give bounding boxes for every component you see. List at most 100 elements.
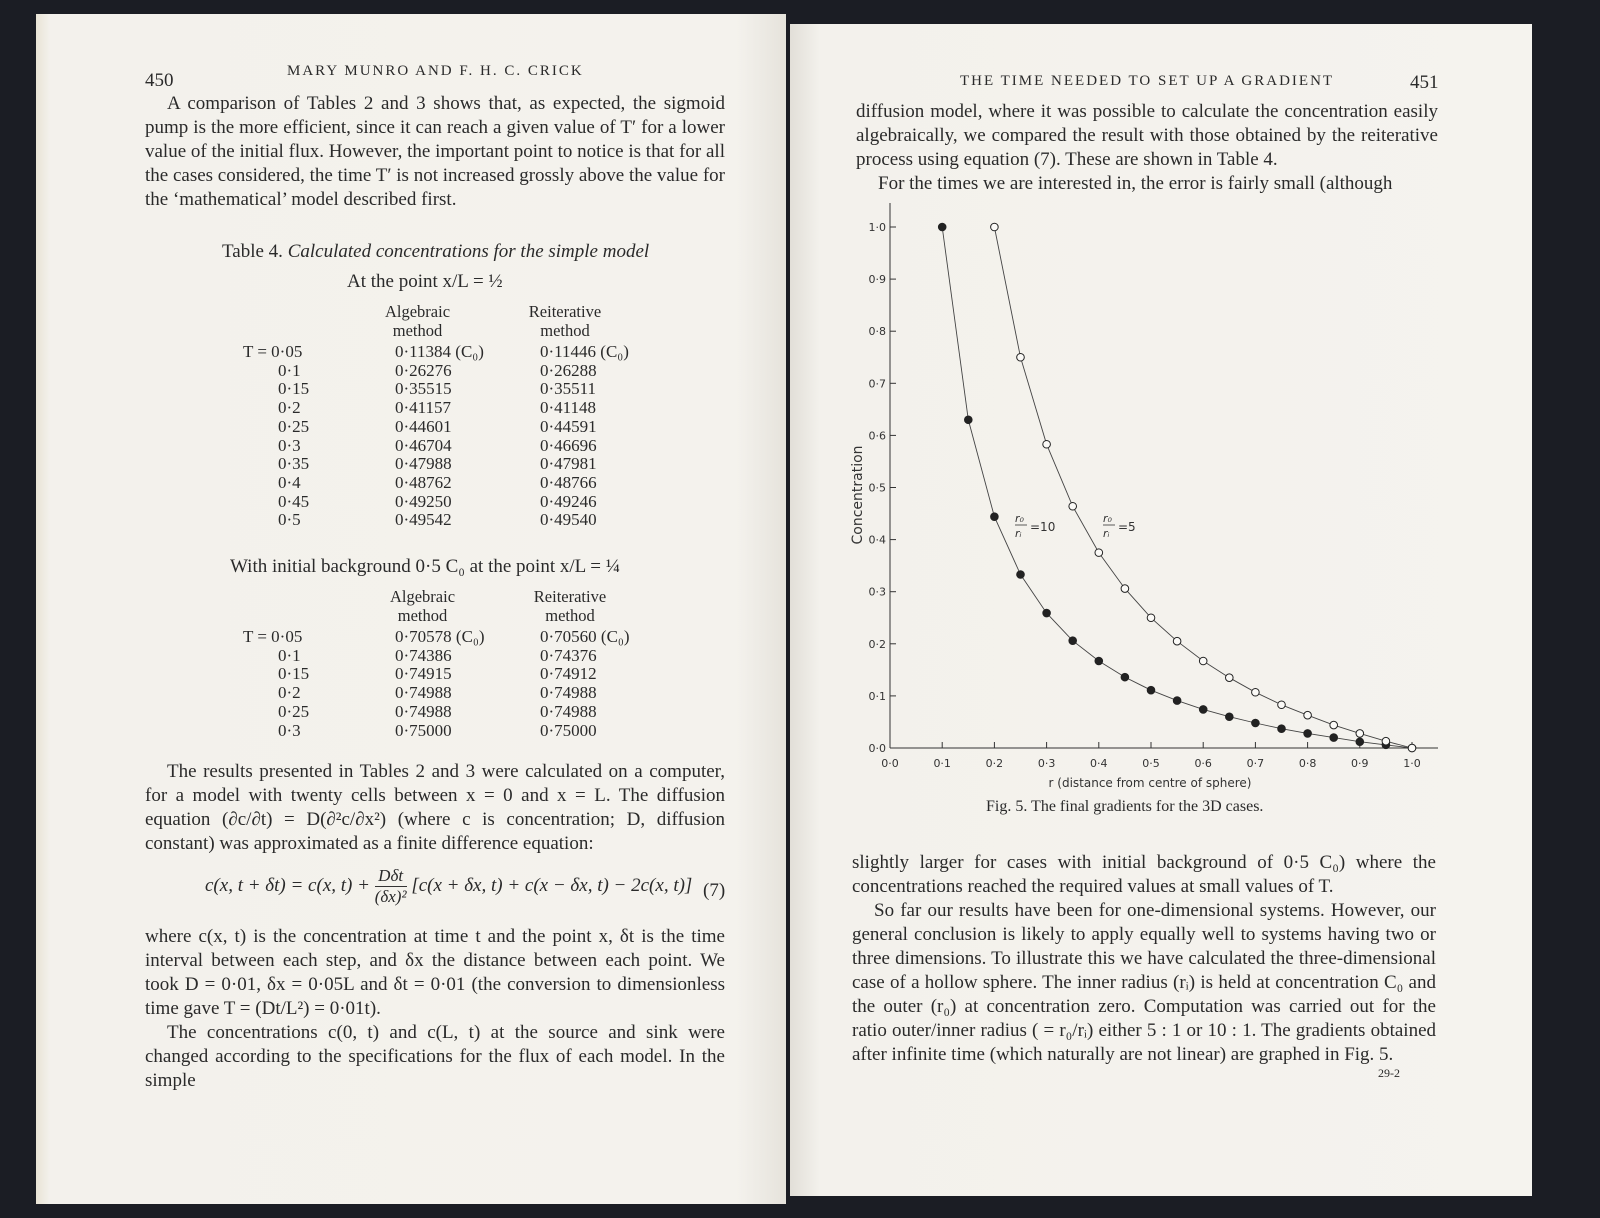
data-point [964,415,973,425]
page-number: 450 [145,70,174,91]
table-cell-reiterative: 0·46696 [540,435,597,455]
running-head: THE TIME NEEDED TO SET UP A GRADIENT [960,73,1335,89]
data-point [1329,720,1339,730]
equation-7: c(x, t + δt) = c(x, t) + Dδt (δx)² [c(x +… [205,866,692,907]
table-cell-reiterative: 0·74988 [540,683,597,703]
data-point [1042,608,1051,618]
table-cell-T: 0·25 [278,416,310,436]
table-cell-algebraic: 0·47988 [395,454,452,474]
table-cell-algebraic: 0·46704 [395,435,452,455]
series-label-denominator: rᵢ [1015,527,1022,540]
table-cell-algebraic: 0·41157 [395,398,452,418]
data-point [1355,737,1365,747]
paragraph: The results presented in Tables 2 and 3 … [145,761,725,854]
series-label-denominator: rᵢ [1103,527,1110,540]
data-point [1381,736,1391,746]
table-section-heading: With initial background 0·5 C₀ at the po… [230,556,621,577]
table-cell-reiterative: 0·47981 [540,454,597,474]
paragraph: A comparison of Tables 2 and 3 shows tha… [145,93,725,210]
table-caption: Calculated concentrations for the simple… [287,241,650,262]
table-cell-reiterative: 0·74988 [540,701,597,721]
table-cell-T: 0·15 [278,664,310,684]
table-cell-reiterative: 0·70560 (C₀) [540,627,630,646]
data-point [1146,613,1156,623]
data-point [1068,501,1077,511]
series-line [941,226,1413,749]
table-cell-reiterative: 0·49246 [540,491,597,511]
table-cell-T: T = 0·05 [243,342,303,361]
table-cell-algebraic: 0·75000 [395,720,452,740]
table-cell-T: T = 0·05 [243,627,303,646]
data-point [1251,687,1260,697]
table-cell-T: 0·1 [278,360,301,380]
data-point [1120,584,1130,593]
paragraph: The concentrations c(0, t) and c(L, t) a… [145,1022,725,1091]
table-cell-T: 0·4 [278,472,301,492]
paragraph: slightly larger for cases with initial b… [852,852,1436,897]
x-tick-label: 1·0 [1403,757,1421,770]
table-cell-reiterative: 0·74912 [540,664,597,684]
table-cell-algebraic: 0·35515 [395,379,452,399]
paragraph: So far our results have been for one-dim… [852,900,1436,1065]
data-point [1225,712,1234,722]
x-axis-label: r (distance from centre of sphere) [1049,776,1252,790]
y-tick-label: 0·5 [869,482,887,495]
data-point [1120,672,1130,682]
y-tick-label: 0·2 [869,638,887,651]
data-point [1094,656,1104,666]
data-point [1225,673,1234,682]
table-cell-algebraic: 0·49250 [395,491,452,511]
page-number: 451 [1410,72,1439,93]
data-point [1042,439,1051,449]
table-cell-T: 0·2 [278,683,301,703]
data-point [990,512,999,521]
y-tick-label: 0·6 [869,429,887,442]
table-cell-reiterative: 0·49540 [540,510,597,530]
table-cell-T: 0·3 [278,435,301,455]
table-cell-algebraic: 0·48762 [395,472,452,492]
data-point [1068,636,1077,645]
data-point [1303,729,1312,738]
table-cell-T: 0·35 [278,454,310,474]
y-tick-label: 1·0 [869,221,887,234]
table-cell-reiterative: 0·74376 [540,645,597,665]
table-cell-T: 0·15 [278,379,310,399]
x-tick-label: 0·9 [1351,757,1369,770]
table-title: Table 4. Calculated concentrations for t… [222,241,649,263]
figure-5-chart: Concentration r (distance from centre of… [850,203,1438,790]
y-tick-label: 0·9 [869,273,887,286]
x-tick-label: 0·1 [933,757,951,770]
equation-lhs: c(x, t + δt) = c(x, t) + [205,874,370,896]
series-label-numerator: r₀ [1103,512,1113,525]
x-tick-label: 0·6 [1194,757,1212,770]
data-point [1198,705,1208,714]
data-point [1016,352,1025,362]
data-point [1251,718,1260,728]
data-point [1198,656,1208,666]
series-line [993,226,1413,749]
table-cell-algebraic: 0·74988 [395,683,452,703]
paragraph: diffusion model, where it was possible t… [856,101,1438,170]
table-cell-algebraic: 0·49542 [395,510,452,530]
fraction-denominator: (δx)² [374,887,407,906]
paragraph: For the times we are interested in, the … [878,173,1393,194]
data-point [1329,733,1339,742]
table-cell-T: 0·25 [278,701,310,721]
data-point [1146,685,1156,695]
table-cell-algebraic: 0·74988 [395,701,452,721]
x-tick-label: 0·8 [1299,757,1317,770]
data-point [1172,636,1182,646]
x-tick-label: 0·4 [1090,757,1108,770]
data-point [1172,696,1182,705]
x-tick-label: 0·0 [881,757,899,770]
data-point [1277,724,1286,734]
y-tick-label: 0·4 [869,534,887,547]
y-tick-label: 0·1 [869,690,887,703]
figure-caption: Fig. 5. The final gradients for the 3D c… [986,798,1264,815]
y-tick-label: 0·3 [869,586,887,599]
y-tick-label: 0·0 [869,742,887,755]
table-cell-T: 0·1 [278,645,301,665]
table-cell-algebraic: 0·11384 (C₀) [395,342,484,361]
data-point [1407,743,1417,753]
x-tick-label: 0·2 [986,757,1004,770]
